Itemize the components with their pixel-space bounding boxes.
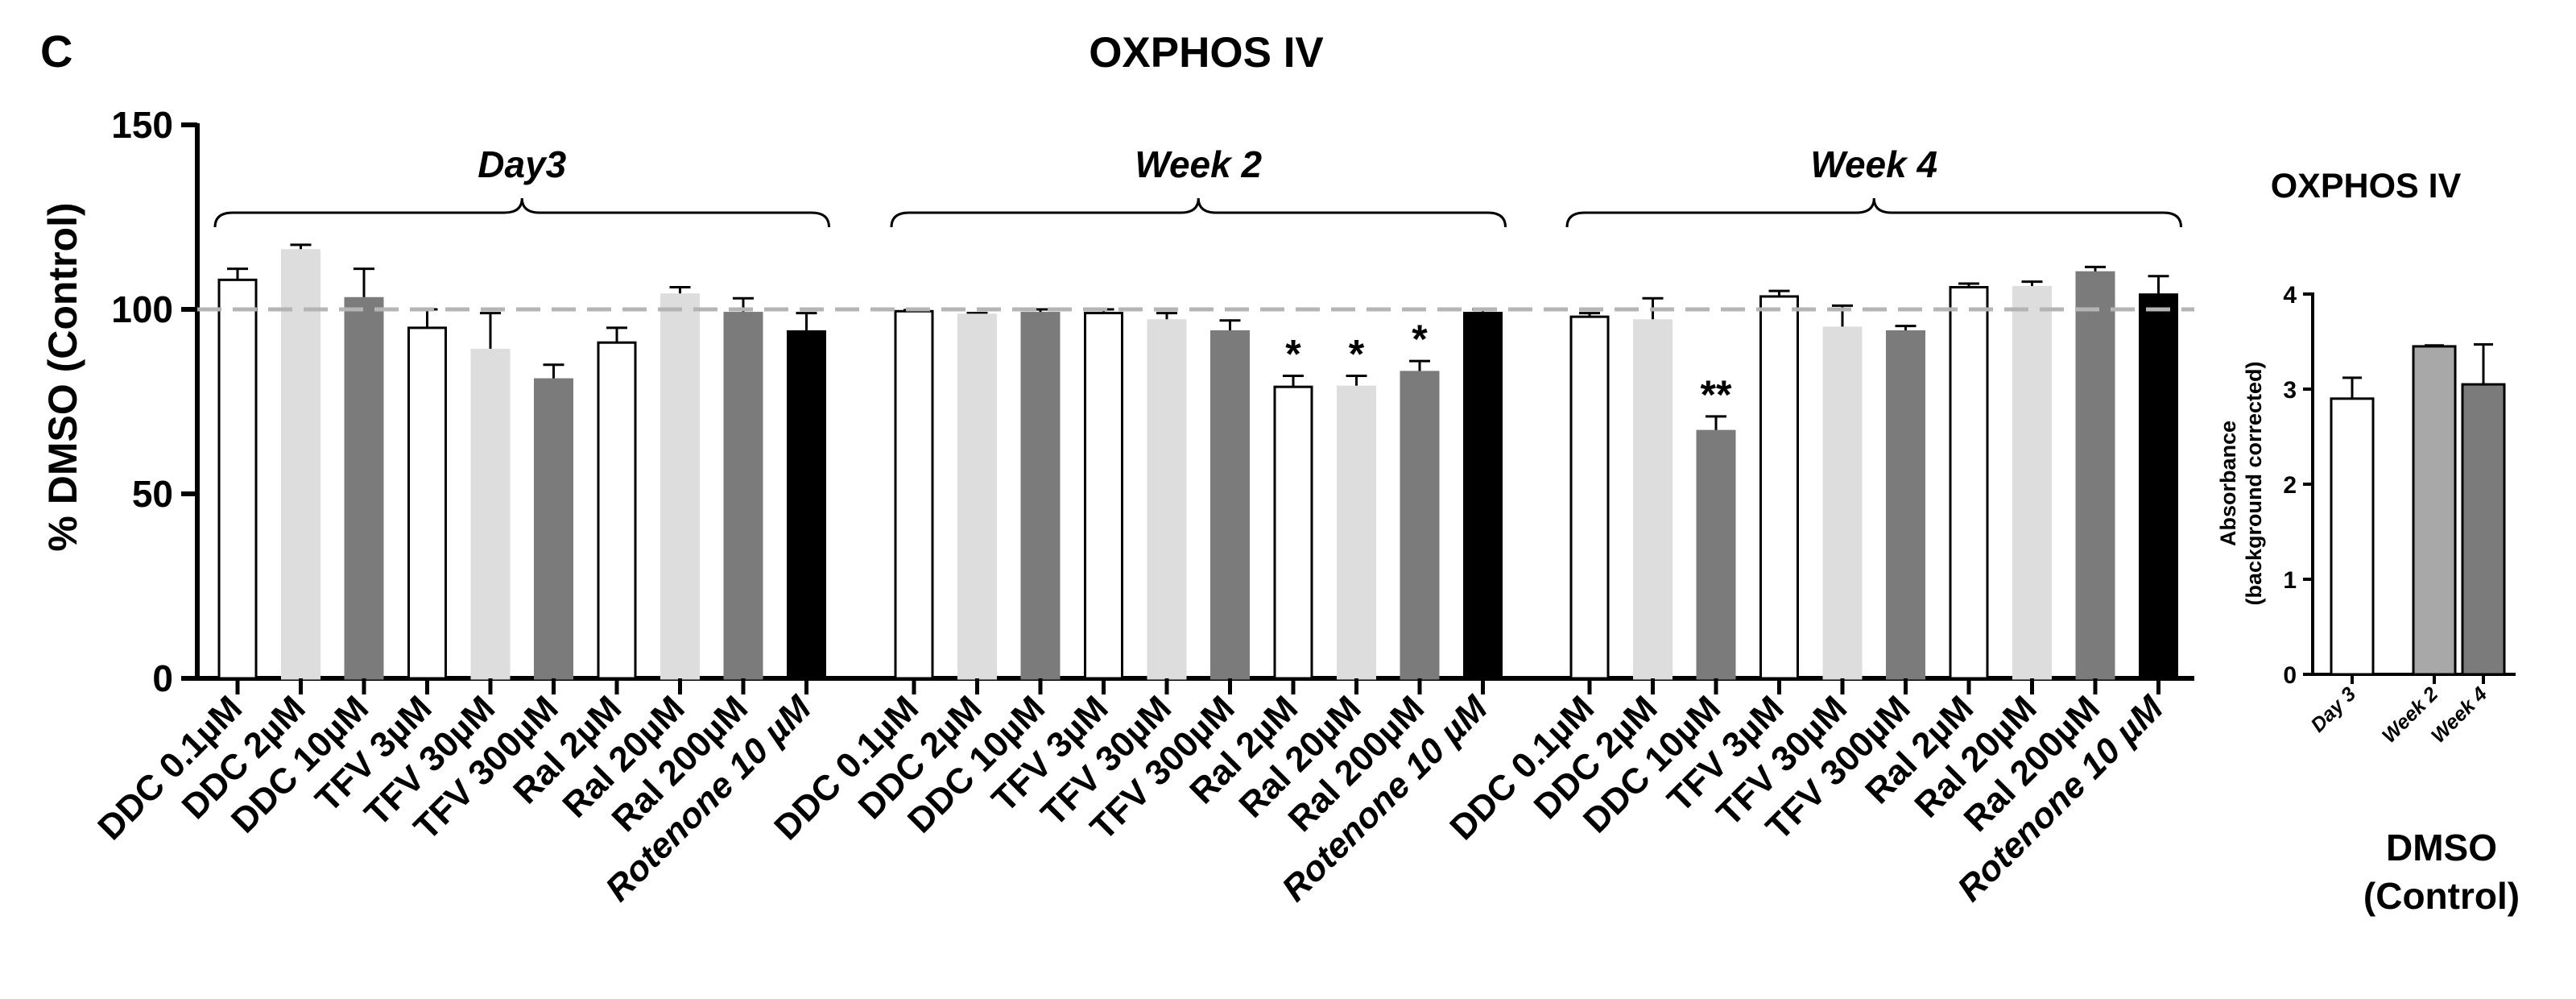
group-label: Day3 (478, 143, 566, 185)
bar (1400, 371, 1440, 680)
group-brace (213, 197, 830, 228)
inset-y-tick-label: 0 (2283, 662, 2297, 689)
significance-marker: * (1285, 331, 1301, 376)
main-chart-title: OXPHOS IV (1089, 29, 1324, 77)
bar (2075, 271, 2115, 680)
bar (787, 330, 826, 680)
group-brace (890, 197, 1507, 228)
main-y-tick-label: 50 (132, 473, 173, 515)
bar (1759, 295, 1799, 680)
main-y-tick-label: 0 (152, 657, 173, 699)
bar (1020, 312, 1061, 680)
inset-y-tick-label: 3 (2283, 377, 2297, 404)
bar (2139, 293, 2178, 680)
bar (1633, 319, 1673, 680)
bar (1822, 326, 1863, 680)
inset-bar (2461, 383, 2506, 676)
significance-marker: * (1349, 331, 1365, 376)
inset-y-tick-label: 4 (2283, 282, 2297, 309)
bar (281, 249, 320, 680)
bar (723, 312, 763, 680)
inset-bar (2330, 397, 2375, 676)
bar (470, 348, 511, 680)
bar (660, 293, 700, 680)
inset-y-tick-label: 2 (2283, 472, 2297, 499)
bar (894, 309, 934, 680)
bar (217, 278, 258, 680)
bar (597, 341, 637, 680)
bar (1084, 312, 1123, 680)
bar (2012, 286, 2052, 680)
inset-y-axis-label-line-2: (background corrected) (2242, 361, 2266, 605)
bar (1569, 315, 1610, 680)
significance-marker: * (1412, 317, 1428, 362)
main-y-axis-label: % DMSO (Control) (40, 202, 85, 551)
group-brace (1565, 197, 2182, 228)
bar (1949, 286, 1989, 680)
group-label: Week 4 (1810, 143, 1937, 185)
bar (407, 326, 447, 680)
bar (1886, 330, 1925, 680)
main-y-tick-label: 100 (111, 288, 173, 330)
bar (1337, 385, 1376, 680)
main-y-tick-label: 150 (111, 104, 173, 146)
inset-bar (2412, 345, 2457, 676)
inset-x-axis-label-line-1: DMSO (2386, 827, 2497, 868)
bar (1210, 330, 1250, 680)
bar (344, 296, 384, 680)
significance-marker: ** (1701, 372, 1732, 417)
bar (1273, 385, 1313, 680)
inset-y-tick-label: 1 (2283, 567, 2297, 594)
inset-x-axis-label-line-2: (Control) (2363, 875, 2520, 917)
bar (957, 313, 997, 680)
bar (1696, 429, 1736, 680)
bar (1463, 312, 1503, 680)
inset-x-tick-label: Day 3 (2306, 682, 2360, 736)
inset-x-tick-label: Week 4 (2427, 682, 2491, 747)
bar (1147, 319, 1187, 680)
group-label: Week 2 (1135, 143, 1262, 185)
bar (534, 378, 573, 680)
inset-chart-title: OXPHOS IV (2271, 167, 2462, 205)
inset-y-axis-label-line-1: Absorbance (2216, 421, 2240, 546)
panel-label: C (40, 26, 72, 77)
